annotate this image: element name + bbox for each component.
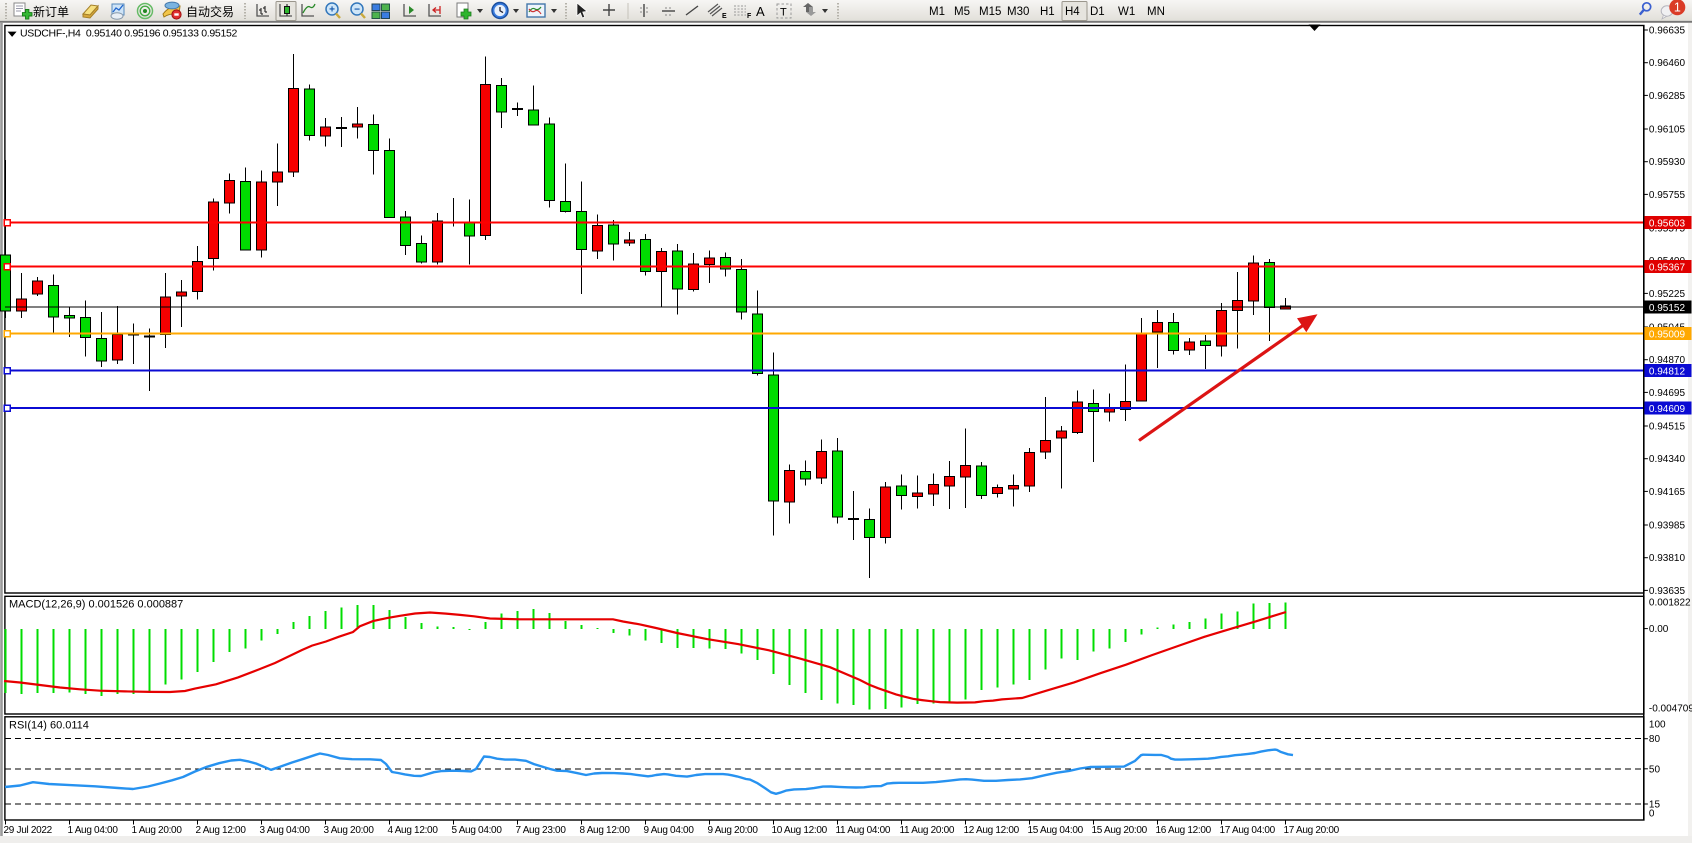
svg-text:0.94515: 0.94515: [1649, 422, 1686, 433]
svg-text:9 Aug 20:00: 9 Aug 20:00: [708, 825, 759, 836]
svg-text:H4: H4: [1065, 6, 1080, 18]
svg-text:T: T: [780, 7, 787, 19]
svg-text:0.94340: 0.94340: [1649, 454, 1686, 465]
svg-text:8 Aug 12:00: 8 Aug 12:00: [580, 825, 631, 836]
svg-text:0.001822: 0.001822: [1649, 598, 1691, 609]
svg-text:12 Aug 12:00: 12 Aug 12:00: [964, 825, 1020, 836]
svg-text:16 Aug 12:00: 16 Aug 12:00: [1156, 825, 1212, 836]
svg-text:0.96635: 0.96635: [1649, 26, 1686, 37]
svg-text:M15: M15: [979, 6, 1001, 18]
svg-text:15 Aug 04:00: 15 Aug 04:00: [1028, 825, 1084, 836]
svg-text:10 Aug 12:00: 10 Aug 12:00: [772, 825, 828, 836]
svg-text:M1: M1: [929, 6, 945, 18]
svg-text:17 Aug 20:00: 17 Aug 20:00: [1284, 825, 1340, 836]
svg-text:H1: H1: [1040, 6, 1055, 18]
svg-text:0.94609: 0.94609: [1649, 404, 1686, 415]
svg-text:0.95152: 0.95152: [1649, 303, 1686, 314]
svg-text:1 Aug 04:00: 1 Aug 04:00: [68, 825, 119, 836]
svg-text:新订单: 新订单: [33, 4, 69, 19]
svg-text:MACD(12,26,9) 0.001526 0.00088: MACD(12,26,9) 0.001526 0.000887: [9, 599, 183, 611]
svg-text:80: 80: [1649, 734, 1661, 745]
svg-text:A: A: [756, 4, 765, 19]
svg-text:0.96285: 0.96285: [1649, 91, 1686, 102]
svg-text:2 Aug 12:00: 2 Aug 12:00: [196, 825, 247, 836]
svg-text:0.94165: 0.94165: [1649, 487, 1686, 498]
svg-text:11 Aug 20:00: 11 Aug 20:00: [900, 825, 955, 836]
svg-text:7 Aug 23:00: 7 Aug 23:00: [516, 825, 567, 836]
svg-text:9 Aug 04:00: 9 Aug 04:00: [644, 825, 695, 836]
svg-text:0: 0: [1649, 809, 1655, 820]
svg-text:M30: M30: [1007, 6, 1029, 18]
svg-text:−: −: [354, 5, 360, 16]
svg-text:-0.004709: -0.004709: [1649, 703, 1692, 714]
svg-text:0.96105: 0.96105: [1649, 125, 1686, 136]
svg-text:4 Aug 12:00: 4 Aug 12:00: [388, 825, 439, 836]
svg-text:MN: MN: [1147, 6, 1165, 18]
svg-text:15: 15: [1649, 800, 1661, 811]
svg-text:0.94695: 0.94695: [1649, 388, 1686, 399]
svg-text:3 Aug 04:00: 3 Aug 04:00: [260, 825, 311, 836]
svg-text:D1: D1: [1090, 6, 1105, 18]
svg-text:USDCHF-,H4 0.95140 0.95196 0.: USDCHF-,H4 0.95140 0.95196 0.95133 0.951…: [20, 28, 238, 40]
svg-text:0.93635: 0.93635: [1649, 586, 1686, 597]
svg-text:15 Aug 20:00: 15 Aug 20:00: [1092, 825, 1148, 836]
svg-text:0.94870: 0.94870: [1649, 355, 1686, 366]
svg-text:0.96460: 0.96460: [1649, 58, 1686, 69]
svg-text:E: E: [722, 13, 727, 20]
svg-text:3 Aug 20:00: 3 Aug 20:00: [324, 825, 375, 836]
svg-text:29 Jul 2022: 29 Jul 2022: [4, 825, 53, 836]
svg-text:W1: W1: [1118, 6, 1135, 18]
svg-text:1: 1: [1674, 1, 1681, 15]
svg-text:自动交易: 自动交易: [186, 4, 234, 19]
svg-text:M5: M5: [954, 6, 970, 18]
svg-text:0.95367: 0.95367: [1649, 262, 1686, 273]
svg-text:5 Aug 04:00: 5 Aug 04:00: [452, 825, 503, 836]
svg-text:11 Aug 04:00: 11 Aug 04:00: [836, 825, 891, 836]
svg-text:0.93810: 0.93810: [1649, 553, 1686, 564]
svg-text:F: F: [747, 13, 752, 20]
svg-text:RSI(14) 60.0114: RSI(14) 60.0114: [9, 720, 89, 732]
svg-text:1 Aug 20:00: 1 Aug 20:00: [132, 825, 183, 836]
svg-text:0.95225: 0.95225: [1649, 289, 1686, 300]
svg-text:0.94812: 0.94812: [1649, 366, 1686, 377]
svg-text:0.00: 0.00: [1649, 624, 1669, 635]
svg-text:0.95603: 0.95603: [1649, 218, 1686, 229]
svg-text:0.95930: 0.95930: [1649, 157, 1686, 168]
svg-text:0.95009: 0.95009: [1649, 329, 1686, 340]
svg-text:+: +: [329, 5, 335, 16]
svg-text:0.95755: 0.95755: [1649, 190, 1686, 201]
svg-text:100: 100: [1649, 720, 1666, 731]
svg-text:17 Aug 04:00: 17 Aug 04:00: [1220, 825, 1276, 836]
svg-text:0.93985: 0.93985: [1649, 521, 1686, 532]
svg-text:50: 50: [1649, 764, 1661, 775]
